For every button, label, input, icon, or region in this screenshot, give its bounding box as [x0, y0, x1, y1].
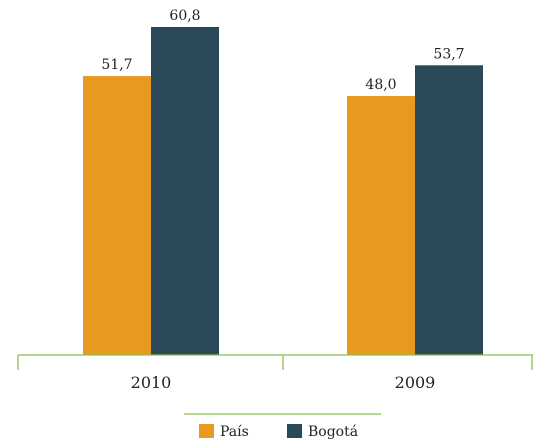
- legend-label: País: [220, 424, 249, 440]
- value-labels-layer: 51,7 60,8 48,0 53,7: [101, 8, 464, 93]
- bar-bogotá-2009: [415, 65, 483, 355]
- bar-bogotá-2010: [151, 27, 219, 355]
- legend-swatch-país: [199, 424, 214, 438]
- legend: País Bogotá: [184, 413, 381, 440]
- legend-label: Bogotá: [308, 424, 358, 440]
- bars-layer: [83, 27, 483, 355]
- x-axis: [17, 354, 533, 370]
- bar-país-2010: [83, 76, 151, 355]
- value-label: 53,7: [433, 46, 464, 62]
- value-label: 60,8: [169, 8, 200, 24]
- legend-swatch-bogotá: [287, 424, 302, 438]
- bar-país-2009: [347, 96, 415, 355]
- category-label: 2009: [395, 373, 436, 392]
- value-label: 51,7: [101, 57, 132, 73]
- category-label: 2010: [131, 373, 172, 392]
- value-label: 48,0: [365, 77, 396, 93]
- category-labels-layer: 2010 2009: [131, 373, 436, 392]
